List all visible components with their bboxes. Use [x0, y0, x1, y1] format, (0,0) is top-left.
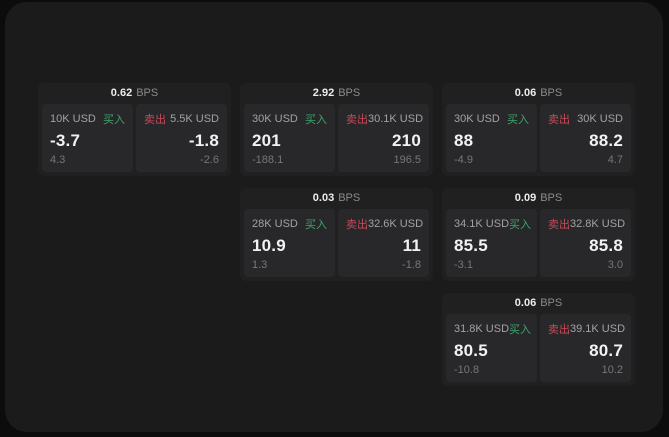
sell-panel[interactable]: 卖出 30.1K USD 210 196.5 — [338, 104, 429, 172]
panels: 34.1K USD 买入 85.5 -3.1 卖出 32.8K USD 85.8… — [442, 209, 635, 281]
quote-board: 0.62 BPS 10K USD 买入 -3.7 4.3 卖出 5.5K USD — [38, 83, 635, 386]
quote-card: 0.06 BPS 31.8K USD 买入 80.5 -10.8 卖出 39.1… — [442, 293, 635, 386]
buy-size: 30K USD — [454, 113, 500, 125]
card-header: 0.09 BPS — [442, 188, 635, 209]
quote-card: 0.06 BPS 30K USD 买入 88 -4.9 卖出 30K USD — [442, 83, 635, 176]
buy-size: 34.1K USD — [454, 218, 510, 230]
buy-side-label: 买入 — [103, 114, 125, 126]
buy-side-label: 买入 — [305, 219, 327, 231]
sell-size: 32.6K USD — [368, 218, 424, 230]
buy-side-label: 买入 — [509, 219, 532, 231]
buy-price: 10.9 — [252, 236, 286, 255]
sell-sub-value: 3.0 — [607, 259, 623, 271]
bps-value: 0.03 — [312, 192, 335, 204]
sell-panel[interactable]: 卖出 32.6K USD 11 -1.8 — [338, 209, 429, 277]
sell-price: 88.2 — [589, 131, 623, 150]
bps-unit-label: BPS — [540, 192, 563, 204]
card-header: 0.03 BPS — [240, 188, 433, 209]
sell-sub-value: 10.2 — [601, 364, 623, 376]
bps-value: 0.62 — [110, 87, 133, 99]
buy-side-label: 买入 — [305, 114, 327, 126]
bps-value: 0.06 — [514, 297, 537, 309]
sell-side-label: 卖出 — [548, 324, 570, 336]
sell-side-label: 卖出 — [144, 114, 166, 126]
sell-size: 30.1K USD — [368, 113, 424, 125]
card-header: 0.62 BPS — [38, 83, 231, 104]
buy-price: 85.5 — [454, 236, 488, 255]
buy-sub-value: -10.8 — [454, 364, 480, 376]
sell-panel[interactable]: 卖出 5.5K USD -1.8 -2.6 — [136, 104, 227, 172]
buy-panel[interactable]: 30K USD 买入 88 -4.9 — [446, 104, 537, 172]
bps-unit-label: BPS — [540, 87, 563, 99]
buy-sub-value: 4.3 — [50, 154, 66, 166]
buy-panel[interactable]: 28K USD 买入 10.9 1.3 — [244, 209, 335, 277]
card-header: 0.06 BPS — [442, 83, 635, 104]
sell-sub-value: -2.6 — [200, 154, 219, 166]
buy-side-label: 买入 — [507, 114, 529, 126]
buy-size: 10K USD — [50, 113, 96, 125]
sell-size: 5.5K USD — [170, 113, 219, 125]
bps-value: 0.06 — [514, 87, 537, 99]
quote-card: 2.92 BPS 30K USD 买入 201 -188.1 卖出 30.1K … — [240, 83, 433, 176]
buy-price: -3.7 — [50, 131, 81, 150]
buy-size: 30K USD — [252, 113, 298, 125]
sell-sub-value: 196.5 — [393, 154, 421, 166]
sell-side-label: 卖出 — [346, 114, 368, 126]
card-header: 2.92 BPS — [240, 83, 433, 104]
app-window: 0.62 BPS 10K USD 买入 -3.7 4.3 卖出 5.5K USD — [5, 2, 663, 432]
card-header: 0.06 BPS — [442, 293, 635, 314]
panels: 30K USD 买入 201 -188.1 卖出 30.1K USD 210 1… — [240, 104, 433, 176]
sell-panel[interactable]: 卖出 32.8K USD 85.8 3.0 — [540, 209, 631, 277]
buy-panel[interactable]: 10K USD 买入 -3.7 4.3 — [42, 104, 133, 172]
sell-price: 80.7 — [589, 341, 623, 360]
sell-panel[interactable]: 卖出 39.1K USD 80.7 10.2 — [540, 314, 631, 382]
buy-sub-value: -188.1 — [252, 154, 284, 166]
buy-price: 201 — [252, 131, 281, 150]
sell-price: 11 — [402, 236, 421, 255]
buy-side-label: 买入 — [509, 324, 532, 336]
sell-size: 32.8K USD — [570, 218, 626, 230]
buy-sub-value: -4.9 — [454, 154, 473, 166]
quote-card: 0.09 BPS 34.1K USD 买入 85.5 -3.1 卖出 32.8K… — [442, 188, 635, 281]
sell-size: 39.1K USD — [570, 323, 626, 335]
buy-sub-value: 1.3 — [252, 259, 268, 271]
bps-unit-label: BPS — [338, 87, 361, 99]
sell-panel[interactable]: 卖出 30K USD 88.2 4.7 — [540, 104, 631, 172]
panels: 10K USD 买入 -3.7 4.3 卖出 5.5K USD -1.8 -2.… — [38, 104, 231, 176]
sell-size: 30K USD — [577, 113, 623, 125]
buy-panel[interactable]: 31.8K USD 买入 80.5 -10.8 — [446, 314, 537, 382]
bps-unit-label: BPS — [540, 297, 563, 309]
buy-panel[interactable]: 34.1K USD 买入 85.5 -3.1 — [446, 209, 537, 277]
sell-price: 85.8 — [589, 236, 623, 255]
sell-side-label: 卖出 — [548, 219, 570, 231]
buy-sub-value: -3.1 — [454, 259, 473, 271]
quote-card: 0.62 BPS 10K USD 买入 -3.7 4.3 卖出 5.5K USD — [38, 83, 231, 176]
sell-price: 210 — [392, 131, 421, 150]
buy-size: 31.8K USD — [454, 323, 510, 335]
sell-sub-value: 4.7 — [607, 154, 623, 166]
bps-value: 2.92 — [312, 87, 335, 99]
bps-unit-label: BPS — [338, 192, 361, 204]
buy-price: 80.5 — [454, 341, 488, 360]
bps-value: 0.09 — [514, 192, 537, 204]
panels: 28K USD 买入 10.9 1.3 卖出 32.6K USD 11 -1.8 — [240, 209, 433, 281]
sell-sub-value: -1.8 — [402, 259, 421, 271]
sell-price: -1.8 — [188, 131, 219, 150]
panels: 31.8K USD 买入 80.5 -10.8 卖出 39.1K USD 80.… — [442, 314, 635, 386]
buy-price: 88 — [454, 131, 474, 150]
buy-size: 28K USD — [252, 218, 298, 230]
sell-side-label: 卖出 — [346, 219, 368, 231]
sell-side-label: 卖出 — [548, 114, 570, 126]
buy-panel[interactable]: 30K USD 买入 201 -188.1 — [244, 104, 335, 172]
bps-unit-label: BPS — [136, 87, 159, 99]
quote-card: 0.03 BPS 28K USD 买入 10.9 1.3 卖出 32.6K US… — [240, 188, 433, 281]
panels: 30K USD 买入 88 -4.9 卖出 30K USD 88.2 4.7 — [442, 104, 635, 176]
